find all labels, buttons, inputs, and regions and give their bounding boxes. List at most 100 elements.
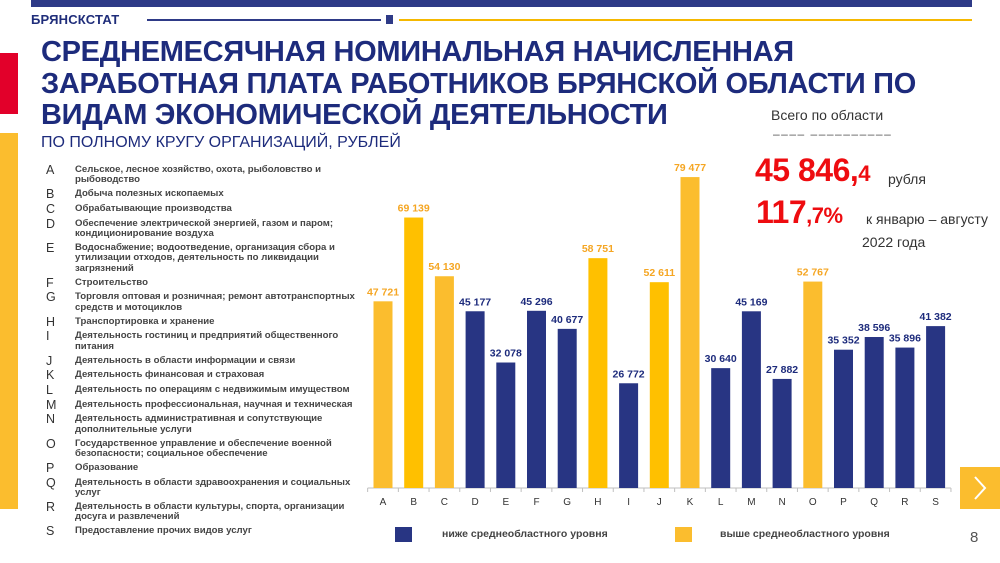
bar-value-label: 58 751 — [582, 243, 614, 255]
activity-description: Обеспечение электрической энергией, газо… — [75, 217, 334, 239]
activity-item: S Предоставление прочих видов услуг — [40, 524, 360, 539]
activity-code: J — [46, 353, 53, 368]
brand-line-blue — [147, 19, 381, 21]
top-header-bar — [31, 0, 972, 7]
activity-description: Деятельность в области культуры, спорта,… — [75, 501, 345, 523]
activity-item: N Деятельность административная и сопутст… — [40, 413, 360, 435]
left-accent-yellow — [0, 133, 18, 509]
activity-code: E — [46, 241, 55, 255]
activity-description: Добыча полезных ископаемых — [75, 188, 224, 200]
activity-item: C Обрабатывающие производства — [40, 202, 360, 216]
bar-J — [649, 282, 669, 488]
brand-line-yellow — [399, 19, 972, 21]
regional-average-main: 45 846, — [755, 152, 859, 188]
activity-code: O — [46, 436, 56, 451]
x-tick-label: C — [441, 497, 448, 508]
bar-value-label: 45 177 — [459, 296, 491, 308]
x-tick-label: D — [471, 497, 478, 508]
growth-percent-main: 117 — [756, 194, 807, 230]
bar-K — [680, 177, 700, 488]
x-tick-label: B — [410, 497, 417, 508]
bar-E — [496, 362, 516, 488]
activity-item: R Деятельность в области культуры, спорта… — [40, 501, 360, 523]
x-tick-label: I — [627, 497, 630, 508]
summary-label: Всего по области — [771, 107, 884, 123]
growth-note-line1: к январю – августу — [866, 211, 988, 227]
bar-value-label: 47 721 — [367, 286, 399, 298]
activity-code: M — [46, 397, 57, 412]
bar-H — [588, 258, 608, 488]
bar-value-label: 45 169 — [735, 296, 767, 308]
bar-O — [803, 281, 823, 488]
summary-dashes: –––– –––––––––– — [773, 127, 893, 141]
x-tick-label: H — [594, 497, 601, 508]
bar-B — [404, 217, 424, 488]
activity-description: Сельское, лесное хозяйство, охота, рыбол… — [75, 164, 322, 186]
activity-description: Деятельность финансовая и страховая — [75, 369, 265, 381]
activity-item: B Добыча полезных ископаемых — [40, 187, 360, 202]
bar-I — [619, 383, 639, 488]
regional-average-decimal: 4 — [858, 161, 871, 186]
activity-item: L Деятельность по операциям с недвижимым … — [40, 383, 360, 397]
activity-description: Образование — [75, 462, 139, 473]
activity-description: Транспортировка и хранение — [75, 315, 215, 327]
activity-code: F — [46, 275, 54, 290]
activity-code: N — [46, 412, 56, 427]
bar-C — [434, 276, 454, 488]
activity-description: Деятельность в области информации и связ… — [75, 354, 296, 366]
growth-note-line2: 2022 года — [862, 234, 926, 250]
growth-percent-decimal: ,7% — [806, 203, 843, 228]
x-tick-label: A — [380, 497, 387, 508]
growth-percent: 117,7% — [756, 194, 843, 231]
legend-label-below: ниже среднеобластного уровня — [442, 528, 608, 540]
chevron-right-icon — [974, 476, 987, 500]
activity-description: Деятельность в области здравоохранения и… — [75, 476, 351, 498]
activity-code: C — [46, 202, 56, 216]
bar-value-label: 35 896 — [889, 333, 921, 345]
activity-code: S — [46, 524, 55, 539]
activity-description: Деятельность профессиональная, научная и… — [75, 398, 353, 410]
activity-code: Q — [46, 475, 56, 490]
activity-description: Деятельность административная и сопутств… — [75, 413, 323, 435]
bar-value-label: 30 640 — [705, 353, 737, 365]
next-slide-button[interactable] — [960, 467, 1000, 509]
activity-item: Q Деятельность в области здравоохранения … — [40, 475, 360, 499]
activity-item: I Деятельность гостиниц и предприятий общ… — [40, 330, 360, 352]
bar-value-label: 52 611 — [644, 267, 676, 279]
activity-code: B — [46, 187, 55, 202]
bar-P — [834, 349, 853, 488]
x-tick-label: F — [533, 497, 539, 508]
x-tick-label: L — [718, 497, 724, 508]
bar-value-label: 40 677 — [551, 314, 583, 326]
brand-name: БРЯНСКСТАТ — [31, 12, 120, 27]
activity-code: R — [46, 500, 56, 514]
activity-item: A Сельское, лесное хозяйство, охота, рыбо… — [40, 164, 360, 186]
bar-value-label: 54 130 — [428, 261, 460, 273]
x-tick-label: M — [747, 497, 755, 508]
activity-item: K Деятельность финансовая и страховая — [40, 368, 360, 383]
bar-value-label: 52 767 — [797, 267, 829, 279]
activity-item: F Строительство — [40, 275, 360, 290]
bar-M — [741, 311, 761, 488]
activity-code: D — [46, 216, 56, 231]
regional-average-unit: рубля — [888, 171, 926, 187]
regional-average-wage: 45 846,4 — [755, 152, 871, 189]
activity-item: J Деятельность в области информации и свя… — [40, 353, 360, 368]
x-tick-label: P — [840, 497, 847, 508]
activity-code: K — [46, 368, 55, 383]
bar-N — [772, 378, 792, 488]
activity-description: Водоснабжение; водоотведение, организаци… — [75, 242, 335, 274]
activity-item: P Образование — [40, 462, 360, 475]
activity-code: L — [46, 383, 53, 397]
activity-item: M Деятельность профессиональная, научная … — [40, 397, 360, 412]
activity-description: Государственное управление и обеспечение… — [75, 437, 332, 459]
x-tick-label: R — [901, 497, 908, 508]
page-number: 8 — [970, 529, 979, 546]
bar-D — [465, 311, 485, 488]
bar-value-label: 79 477 — [674, 162, 706, 174]
bar-value-label: 38 596 — [858, 322, 890, 334]
activity-code-list: A Сельское, лесное хозяйство, охота, рыбо… — [40, 164, 360, 540]
bar-S — [926, 326, 946, 488]
bar-R — [895, 347, 915, 488]
